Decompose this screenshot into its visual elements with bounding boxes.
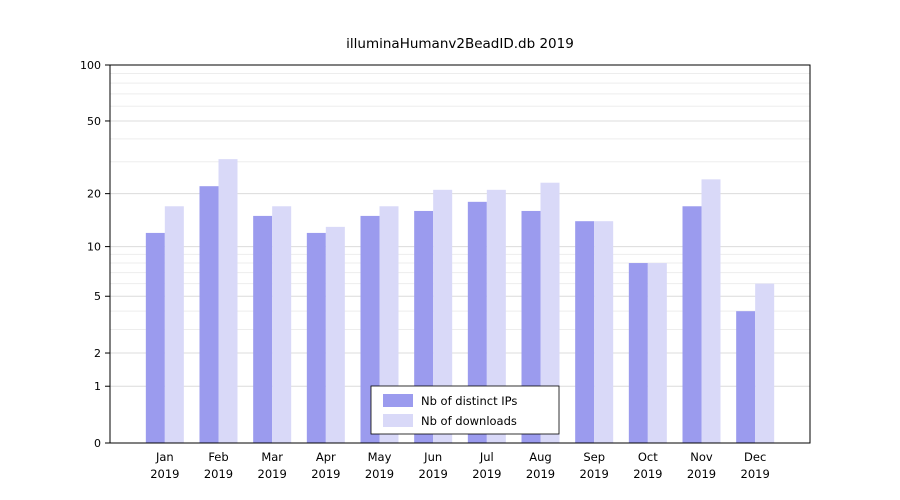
chart-title: illuminaHumanv2BeadID.db 2019 (346, 36, 574, 52)
bar-downloads-nov (701, 179, 721, 443)
bar-downloads-feb (218, 159, 238, 443)
plot-border (109, 64, 811, 444)
x-tick-label-month: Feb (208, 450, 228, 464)
bar-downloads-aug (540, 182, 560, 443)
bar-downloads-sep (594, 221, 614, 443)
bar-distinct-ips-oct (628, 263, 648, 443)
bar-downloads-jul (486, 189, 506, 443)
y-tick-label: 100 (80, 59, 101, 72)
x-tick-label-month: Nov (690, 450, 713, 464)
x-tick-label-year: 2019 (150, 467, 179, 481)
x-tick-label-month: May (368, 450, 392, 464)
bar-distinct-ips-jan (145, 232, 165, 443)
x-tick-label-year: 2019 (580, 467, 609, 481)
x-tick-label-year: 2019 (311, 467, 340, 481)
bar-distinct-ips-apr (306, 232, 326, 443)
bar-distinct-ips-nov (682, 206, 702, 443)
legend-swatch-distinct-ips (383, 394, 413, 407)
x-tick-label-month: Oct (638, 450, 658, 464)
x-tick-label-year: 2019 (419, 467, 448, 481)
bar-distinct-ips-dec (736, 311, 756, 443)
y-tick-label: 20 (87, 188, 101, 201)
bar-distinct-ips-jun (414, 210, 434, 443)
bar-distinct-ips-feb (199, 186, 219, 443)
x-tick-label-month: Jun (423, 450, 442, 464)
bar-distinct-ips-sep (575, 221, 595, 443)
legend-label-distinct-ips: Nb of distinct IPs (421, 394, 517, 408)
bar-downloads-may (379, 206, 399, 443)
x-tick-label-month: Apr (316, 450, 336, 464)
x-tick-label-month: Mar (261, 450, 283, 464)
x-tick-label-year: 2019 (687, 467, 716, 481)
y-tick-label: 5 (94, 290, 101, 303)
x-tick-label-month: Dec (744, 450, 766, 464)
x-tick-label-year: 2019 (365, 467, 394, 481)
x-tick-label-year: 2019 (258, 467, 287, 481)
x-tick-label-year: 2019 (204, 467, 233, 481)
x-tick-label-year: 2019 (633, 467, 662, 481)
y-tick-label: 1 (94, 380, 101, 393)
legend-label-downloads: Nb of downloads (421, 414, 517, 428)
x-tick-label-month: Aug (529, 450, 551, 464)
bar-downloads-apr (325, 226, 345, 443)
bar-distinct-ips-mar (253, 215, 273, 443)
x-tick-label-year: 2019 (472, 467, 501, 481)
x-tick-label-month: Sep (583, 450, 605, 464)
bar-distinct-ips-aug (521, 210, 541, 443)
x-tick-label-year: 2019 (526, 467, 555, 481)
bar-downloads-dec (755, 283, 775, 443)
x-tick-label-year: 2019 (741, 467, 770, 481)
y-tick-label: 2 (94, 347, 101, 360)
bar-downloads-mar (272, 206, 292, 443)
y-tick-label: 0 (94, 437, 101, 450)
x-tick-label-month: Jul (479, 450, 494, 464)
y-tick-label: 10 (87, 241, 101, 254)
x-tick-label-month: Jan (155, 450, 174, 464)
legend-swatch-downloads (383, 414, 413, 427)
y-tick-label: 50 (87, 115, 101, 128)
bar-downloads-jan (164, 206, 184, 443)
bar-downloads-jun (433, 189, 453, 443)
bar-downloads-oct (647, 263, 667, 443)
bar-distinct-ips-jul (467, 201, 487, 443)
